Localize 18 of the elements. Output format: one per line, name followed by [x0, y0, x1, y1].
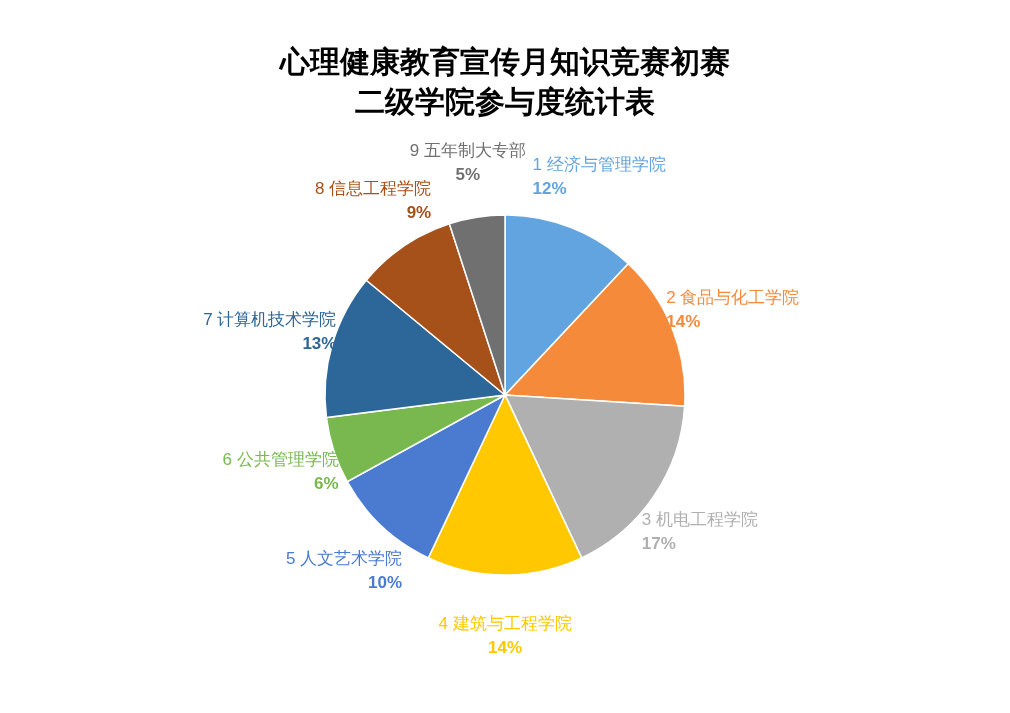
data-label: 5%: [455, 164, 481, 184]
data-label: 17%: [641, 533, 676, 553]
slice-label: 9 五年制大专部: [409, 140, 526, 160]
slice-label: 4 建筑与工程学院: [438, 614, 572, 633]
slice-label: 1 经济与管理学院: [532, 154, 666, 174]
data-label: 9%: [406, 203, 432, 223]
data-label: 14%: [666, 312, 701, 332]
data-label: 10%: [368, 573, 403, 593]
chart-title: 心理健康教育宣传月知识竞赛初赛二级学院参与度统计表: [278, 45, 730, 118]
slice-label: 3 机电工程学院: [641, 509, 759, 529]
slice-label: 6 公共管理学院: [222, 449, 339, 469]
slice-label: 7 计算机技术学院: [203, 309, 337, 329]
data-label: 6%: [314, 473, 339, 493]
data-label: 12%: [532, 178, 567, 198]
slice-label: 5 人文艺术学院: [285, 549, 403, 569]
slice-label: 8 信息工程学院: [315, 179, 432, 199]
data-label: 14%: [487, 638, 523, 657]
slice-label: 2 食品与化工学院: [666, 288, 800, 308]
